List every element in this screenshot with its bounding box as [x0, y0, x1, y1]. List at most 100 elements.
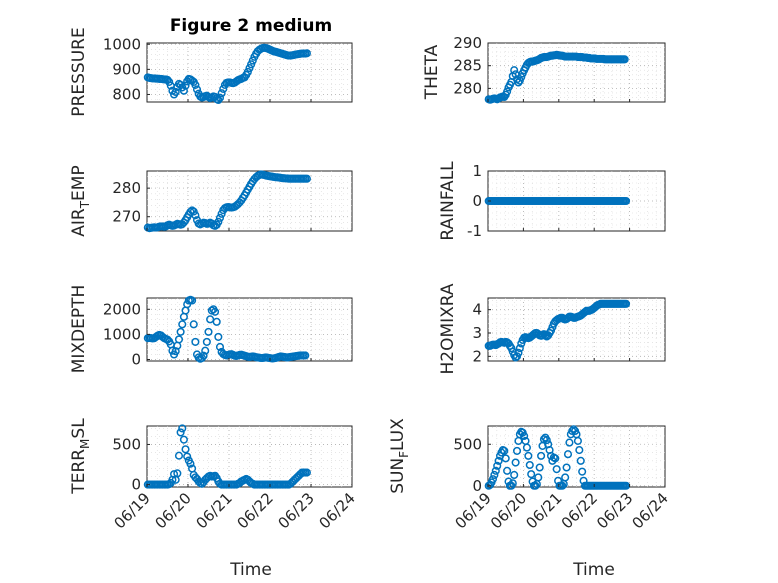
data-point [512, 446, 522, 455]
y-axis-label-rest: LUX [388, 418, 408, 451]
data-point [576, 456, 585, 465]
grid [147, 298, 352, 361]
data-points [484, 196, 631, 206]
data-point [517, 72, 526, 82]
y-tick-label: 280 [112, 179, 141, 197]
data-point [565, 438, 574, 447]
data-point [578, 467, 587, 476]
tick-labels: 0 1000 2000 [103, 300, 353, 368]
data-point [183, 452, 192, 461]
y-tick-label: 1 [472, 162, 482, 180]
y-tick-label: 285 [453, 57, 482, 75]
y-axis-label: RAINFALL [438, 161, 458, 241]
data-point [186, 459, 195, 468]
y-tick-label: 290 [453, 34, 482, 52]
data-point [194, 353, 203, 362]
data-point [214, 332, 223, 341]
y-tick-label: 500 [453, 435, 482, 453]
y-tick-label: 500 [112, 435, 141, 453]
data-point [522, 443, 531, 452]
data-point [503, 87, 512, 96]
y-axis-label: MIXDEPTH [69, 285, 89, 374]
y-axis-label-subscript: F [397, 451, 411, 458]
data-point [490, 470, 499, 480]
y-axis-label: SUNFLUX [388, 418, 411, 494]
data-point [514, 348, 523, 357]
y-tick-label: 2000 [103, 300, 141, 318]
y-tick-label: 4 [472, 301, 482, 319]
y-tick-label: 1000 [103, 35, 141, 53]
data-point [248, 56, 257, 65]
data-point [191, 211, 200, 220]
y-axis-label: H2OMIXRA [438, 283, 458, 374]
data-point [527, 470, 536, 479]
data-point [174, 335, 184, 344]
y-axis-label-subscript: T [78, 200, 92, 209]
data-point [537, 451, 546, 460]
data-points [143, 43, 311, 105]
data-point [191, 80, 200, 89]
data-point [204, 327, 213, 336]
data-point [215, 342, 225, 351]
data-point [189, 207, 198, 216]
data-point [302, 49, 311, 58]
data-point [302, 174, 311, 183]
y-tick-label: 1000 [103, 325, 141, 343]
data-point [247, 60, 256, 69]
data-point [188, 296, 197, 305]
data-point [215, 213, 225, 222]
data-point [510, 470, 519, 480]
y-axis-label: THETA [422, 44, 442, 100]
x-axis-label: Time [572, 560, 615, 580]
data-points [143, 295, 310, 363]
data-points [484, 50, 629, 104]
data-point [206, 315, 215, 324]
y-tick-label: 0 [131, 476, 141, 494]
y-tick-label: 900 [112, 60, 141, 78]
data-point [168, 346, 177, 355]
data-point [215, 93, 225, 102]
data-point [214, 217, 223, 226]
data-point [163, 75, 172, 84]
tick-labels: 800 900 1000 [103, 35, 353, 103]
axes-theta: 280 285 290 THETA [422, 34, 666, 104]
data-point [165, 77, 174, 86]
data-point [573, 436, 582, 445]
data-point [501, 454, 510, 463]
data-point [525, 460, 534, 470]
y-axis-label: AIRTEMP [69, 165, 92, 236]
data-point [181, 445, 190, 454]
data-point [494, 456, 503, 465]
y-tick-label: 0 [472, 477, 482, 495]
data-point [515, 344, 524, 353]
data-point [176, 428, 185, 437]
tick-labels: 2 3 4 [472, 301, 666, 365]
data-point [176, 327, 185, 336]
data-point [199, 351, 208, 360]
data-point [211, 307, 220, 316]
data-point [189, 320, 198, 329]
data-point [192, 85, 202, 94]
data-point [302, 468, 311, 477]
data-point [538, 331, 547, 340]
axes-rainfall: -1 0 1 RAINFALL [438, 161, 666, 241]
data-point [515, 76, 524, 85]
data-point [201, 346, 210, 355]
data-point [511, 458, 520, 467]
y-tick-label: 0 [472, 192, 482, 210]
data-point [524, 451, 533, 460]
y-tick-label: -1 [467, 222, 482, 240]
data-point [541, 331, 550, 340]
y-axis-label-main: AIR [69, 208, 89, 237]
data-point [620, 55, 629, 64]
data-point [171, 87, 180, 97]
data-point [563, 450, 573, 459]
data-point [178, 424, 187, 433]
data-point [561, 473, 570, 482]
y-tick-label: 270 [112, 208, 141, 226]
axes-mixdepth: 0 1000 2000 MIXDEPTH [69, 285, 353, 374]
data-point [488, 475, 498, 484]
data-point [217, 89, 226, 98]
data-point [535, 463, 544, 472]
